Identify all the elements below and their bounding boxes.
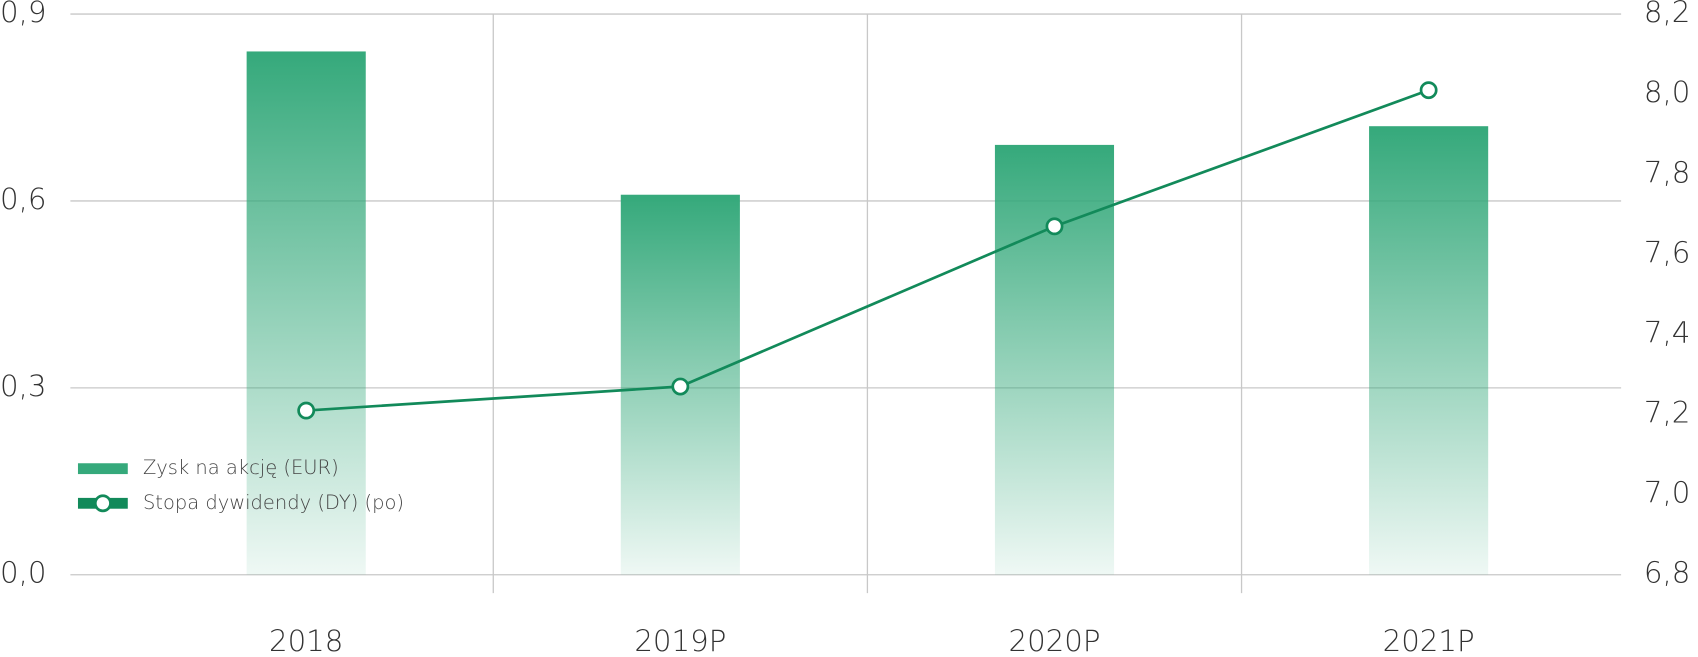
x-tick-label: 2018 bbox=[269, 624, 343, 657]
y2-tick-label: 7,0 bbox=[1644, 476, 1690, 510]
legend-swatch bbox=[77, 463, 128, 475]
y-tick-label: 0,0 bbox=[0, 556, 46, 590]
bar bbox=[1369, 126, 1489, 575]
line-point bbox=[671, 377, 690, 396]
y2-tick-label: 8,2 bbox=[1644, 0, 1690, 29]
x-tick-label: 2020P bbox=[1008, 624, 1100, 657]
y2-tick-label: 7,4 bbox=[1644, 315, 1690, 349]
line-point bbox=[1045, 217, 1064, 236]
legend-label: Zysk na akcję (EUR) bbox=[143, 456, 339, 479]
line bbox=[306, 88, 1430, 412]
y2-tick-label: 7,8 bbox=[1644, 155, 1690, 189]
y-tick-label: 0,3 bbox=[0, 369, 46, 403]
line-point bbox=[1419, 81, 1438, 100]
legend-label: Stopa dywidendy (DY) (po) bbox=[143, 491, 404, 514]
y2-tick-label: 6,8 bbox=[1644, 556, 1690, 590]
bar bbox=[246, 51, 366, 575]
y-tick-label: 0,6 bbox=[0, 182, 46, 216]
legend-swatch bbox=[93, 494, 112, 513]
x-tick-label: 2021P bbox=[1383, 624, 1475, 657]
bar bbox=[994, 144, 1115, 575]
y-tick-label: 0,9 bbox=[0, 0, 46, 29]
y2-tick-label: 7,6 bbox=[1644, 235, 1690, 269]
x-tick-label: 2019P bbox=[634, 624, 726, 657]
line-point bbox=[297, 401, 316, 420]
y2-tick-label: 7,2 bbox=[1644, 396, 1690, 430]
y2-tick-label: 8,0 bbox=[1644, 75, 1690, 109]
